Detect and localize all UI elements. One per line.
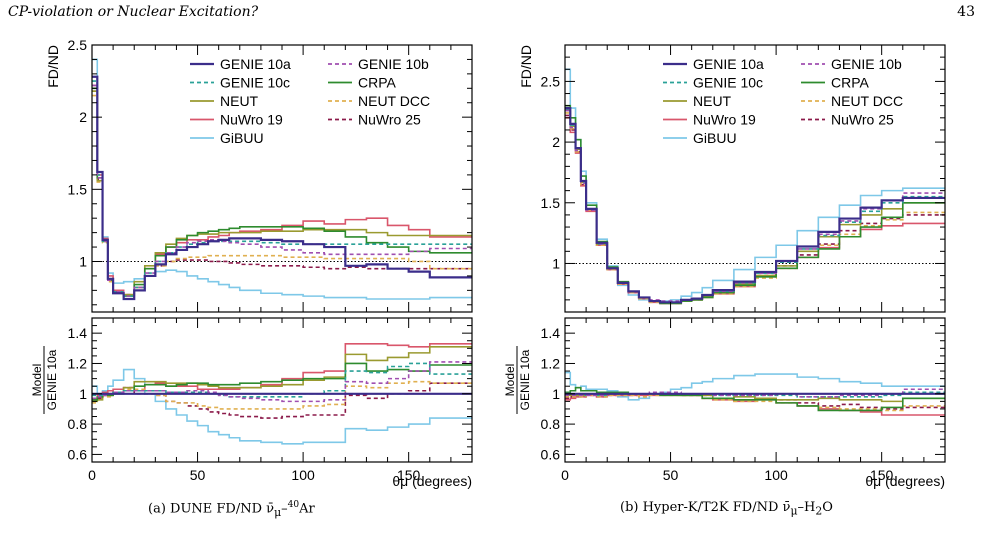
series-line-genie-10a [92, 75, 472, 301]
legend-label: GENIE 10a [220, 56, 291, 72]
series-line-neut-dcc [565, 394, 945, 412]
caption-right: (b) Hyper-K/T2K FD/ND ν̄μ–H2O [620, 500, 833, 518]
y-axis-label-ratio: Model GENIE 10a [503, 346, 532, 414]
legend-label: GiBUU [220, 130, 264, 146]
plot-frame [564, 317, 946, 463]
series-group [92, 342, 472, 445]
series-line-gibuu [92, 368, 472, 445]
legend-label: NuWro 19 [693, 112, 756, 128]
legend-label: GENIE 10b [358, 56, 429, 72]
x-tick-label: 0 [561, 467, 569, 483]
panel-b-top: 1 1.5 2 2.5 FD/ND GENIE 10a GENIE 10b GENIE 10c… [518, 44, 946, 313]
series-group [92, 58, 472, 301]
y-axis-label: FD/ND [45, 45, 61, 88]
y-tick-label: 1.4 [541, 325, 561, 341]
x-tick-label: 150 [397, 467, 421, 483]
y-tick-label: 2.5 [68, 37, 88, 53]
legend-label: NEUT DCC [358, 93, 430, 109]
caption-right-mid: –H [797, 500, 816, 515]
x-axis-label: θμ (degrees) [865, 473, 945, 489]
caption-right-suffix: O [822, 500, 833, 515]
y-tick-label: 0.8 [68, 416, 88, 432]
caption-left-suffix: Ar [299, 501, 315, 517]
caption-left-mid: – [281, 501, 288, 517]
y-axis-label-ratio: Model GENIE 10a [30, 346, 59, 414]
legend-label: CRPA [831, 75, 870, 91]
y-axis-label: FD/ND [518, 45, 534, 88]
y-axis-label-denominator: GENIE 10a [518, 349, 532, 410]
legend-label: NEUT [220, 93, 259, 109]
x-tick-label: 50 [663, 467, 679, 483]
legend-label: NuWro 25 [358, 112, 421, 128]
y-axis-label-numerator: Model [30, 364, 44, 397]
series-group [565, 68, 945, 305]
y-tick-label: 1 [552, 255, 560, 271]
y-tick-label: 1.5 [541, 195, 561, 211]
x-axis-label: θμ (degrees) [392, 473, 472, 489]
series-line-gibuu [565, 371, 945, 401]
y-tick-label: 0.8 [541, 416, 561, 432]
y-tick-label: 1.2 [541, 355, 561, 371]
page-number: 43 [957, 4, 975, 20]
y-tick-label: 1 [79, 253, 87, 269]
legend-label: GENIE 10c [220, 75, 290, 91]
caption-left-prefix: (a) DUNE FD/ND ν̄ [148, 501, 275, 517]
y-tick-label: 1.5 [68, 181, 88, 197]
legend-label: NEUT DCC [831, 93, 903, 109]
y-tick-label: 1 [552, 386, 560, 402]
legend-label: GENIE 10a [693, 56, 764, 72]
legend-label: NuWro 25 [831, 112, 894, 128]
y-tick-label: 1.4 [68, 325, 88, 341]
y-tick-label: 1.2 [68, 355, 88, 371]
y-tick-label: 0.6 [68, 446, 88, 462]
y-tick-label: 1 [79, 386, 87, 402]
x-tick-label: 100 [764, 467, 788, 483]
legend: GENIE 10a GENIE 10b GENIE 10c CRPA NEUT NEUT … [190, 56, 430, 146]
y-tick-label: 2.5 [541, 73, 561, 89]
y-tick-label: 2 [552, 134, 560, 150]
series-line-crpa [565, 386, 945, 412]
series-line-nuwro-25 [92, 382, 472, 419]
y-tick-label: 2 [79, 109, 87, 125]
series-group [565, 371, 945, 416]
caption-right-sub: μ [790, 504, 798, 518]
x-tick-label: 150 [870, 467, 894, 483]
caption-right-prefix: (b) Hyper-K/T2K FD/ND ν̄ [620, 500, 791, 515]
x-tick-label: 50 [190, 467, 206, 483]
x-tick-label: 0 [88, 467, 96, 483]
series-line-nuwro-19 [92, 84, 472, 296]
legend-label: GiBUU [693, 130, 737, 146]
series-line-nuwro-25 [92, 90, 472, 296]
series-line-nuwro-19 [92, 342, 472, 400]
legend-label: CRPA [358, 75, 397, 91]
caption-left-sub: μ [274, 505, 282, 519]
legend: GENIE 10a GENIE 10b GENIE 10c CRPA NEUT NEUT … [663, 56, 903, 146]
running-title: CP-violation or Nuclear Excitation? [8, 4, 259, 20]
caption-right-sub2: 2 [815, 504, 823, 518]
legend-label: NEUT [693, 93, 732, 109]
y-axis-label-numerator: Model [503, 364, 517, 397]
legend-label: NuWro 19 [220, 112, 283, 128]
series-line-gibuu [565, 68, 945, 302]
legend-label: GENIE 10b [831, 56, 902, 72]
caption-left: (a) DUNE FD/ND ν̄μ–40Ar [148, 500, 315, 519]
x-tick-label: 100 [291, 467, 315, 483]
caption-left-sup: 40 [287, 500, 300, 510]
y-axis-label-denominator: GENIE 10a [45, 349, 59, 410]
series-line-neut-dcc [92, 380, 472, 410]
legend-label: GENIE 10c [693, 75, 763, 91]
series-line-genie-10a [565, 107, 945, 304]
panel-a-top: 1 1.5 2 2.5 FD/ND GENIE 10a GENIE 10b GENIE 10c… [45, 37, 473, 313]
y-tick-label: 0.6 [541, 446, 561, 462]
